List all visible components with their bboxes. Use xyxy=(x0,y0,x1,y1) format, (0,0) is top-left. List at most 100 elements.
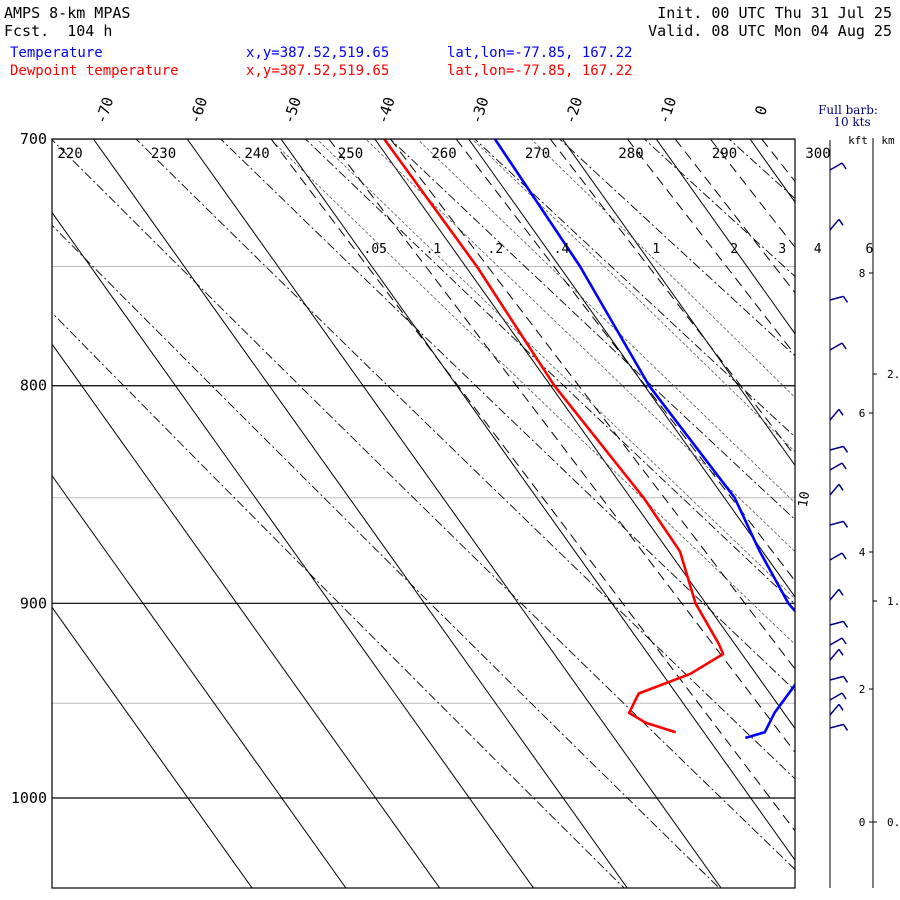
mixing-ratio-label: 2 xyxy=(730,242,738,257)
wind-barb-glyph xyxy=(829,692,847,701)
legend-temperature-latlon: lat,lon=-77.85, 167.22 xyxy=(447,45,633,61)
dry-adiabat-line xyxy=(474,139,795,438)
wind-barb-glyph xyxy=(829,648,844,661)
kft-tick-label: 0 xyxy=(859,816,866,829)
wind-barb-label: 10 xyxy=(796,490,813,508)
km-tick-label: 1. xyxy=(887,595,900,608)
moist-adiabat-line xyxy=(471,139,795,453)
mixing-ratio-label: .2 xyxy=(488,242,504,257)
isotherm-line xyxy=(186,139,722,888)
dry-adiabat-line xyxy=(389,139,795,521)
isotherm-line xyxy=(52,606,253,888)
isotherm-line xyxy=(749,139,795,203)
temperature-tick-label: -60 xyxy=(186,95,211,126)
isotherm-line xyxy=(561,139,795,467)
wind-barb-glyph xyxy=(829,483,844,496)
wind-barb-glyph xyxy=(829,588,844,601)
temperature-tick-label: -70 xyxy=(92,95,117,126)
theta-label: 300 xyxy=(805,146,830,162)
dewpoint-profile xyxy=(383,139,725,734)
kft-tick-label: 8 xyxy=(859,267,866,280)
wind-barb-glyph xyxy=(829,162,847,171)
km-axis-title: km xyxy=(881,134,895,147)
theta-label: 270 xyxy=(525,146,550,162)
theta-label: 260 xyxy=(431,146,456,162)
legend-temperature-name: Temperature xyxy=(10,45,103,61)
isotherm-line xyxy=(655,139,795,335)
mixing-ratio-label: .4 xyxy=(554,242,570,257)
moist-adiabat-line xyxy=(269,139,795,645)
pressure-tick-label: 700 xyxy=(20,130,47,148)
kft-tick-label: 2 xyxy=(859,683,866,696)
plot-frame xyxy=(51,138,796,889)
theta-label: 230 xyxy=(151,146,176,162)
moist-adiabat-line xyxy=(530,139,795,398)
theta-label: 280 xyxy=(618,146,643,162)
mixing-ratio-line xyxy=(389,139,795,670)
dry-adiabat-line xyxy=(52,224,720,888)
dry-adiabat-line xyxy=(304,139,795,605)
mixing-ratio-label: 6 xyxy=(866,242,874,257)
temperature-tick-label: -20 xyxy=(561,95,586,126)
km-tick-label: 0. xyxy=(887,816,900,829)
barb-note-line2: 10 kts xyxy=(833,115,870,129)
moist-adiabat-line xyxy=(316,139,795,600)
temperature-tick-label: 0 xyxy=(751,103,771,117)
temperature-tick-label: -50 xyxy=(279,95,304,126)
isotherm-line xyxy=(52,211,534,888)
legend-dewpoint-latlon: lat,lon=-77.85, 167.22 xyxy=(447,63,633,79)
mixing-ratio-label: 3 xyxy=(778,242,786,257)
isotherm-line xyxy=(468,139,795,598)
barb-note-line1: Full barb: xyxy=(818,103,878,117)
wind-barb-glyph xyxy=(829,445,849,453)
wind-barbs xyxy=(829,162,849,731)
mixing-ratio-label: 4 xyxy=(814,242,822,257)
mixing-ratio-line xyxy=(549,139,795,457)
isotherm-line xyxy=(374,139,795,730)
wind-barb-glyph xyxy=(829,218,844,231)
wind-barb-glyph xyxy=(829,637,847,646)
wind-barb-glyph xyxy=(829,552,847,561)
temperature-tick-label: -40 xyxy=(373,95,398,126)
dry-adiabat-line xyxy=(52,139,795,871)
mixing-ratio-label: .1 xyxy=(426,242,442,257)
plot-area xyxy=(52,139,795,888)
wind-barb-glyph xyxy=(829,408,844,421)
model-title: AMPS 8-km MPAS xyxy=(4,4,131,22)
dry-adiabat-line xyxy=(220,139,795,692)
valid-time: Valid. 08 UTC Mon 04 Aug 25 xyxy=(648,22,892,40)
mixing-ratio-line xyxy=(455,139,795,582)
theta-label: 290 xyxy=(712,146,737,162)
dry-adiabat-line xyxy=(643,139,795,277)
wind-barb-glyph xyxy=(829,520,849,528)
mixing-ratio-label: 1 xyxy=(652,242,660,257)
pressure-tick-label: 1000 xyxy=(11,789,47,807)
mixing-ratio-label: .05 xyxy=(364,242,387,257)
legend-dewpoint-xy: x,y=387.52,519.65 xyxy=(246,63,390,79)
kft-axis-title: kft xyxy=(848,134,868,147)
pressure-tick-label: 900 xyxy=(20,594,47,612)
wind-barb-glyph xyxy=(829,723,849,731)
legend-dewpoint-name: Dewpoint temperature xyxy=(10,63,179,79)
mixing-ratio-line xyxy=(328,139,795,754)
isotherm-line xyxy=(92,139,628,888)
dry-adiabat-line xyxy=(558,139,795,357)
wind-barb-glyph xyxy=(829,342,847,351)
theta-label: 240 xyxy=(244,146,269,162)
init-time: Init. 00 UTC Thu 31 Jul 25 xyxy=(657,4,892,22)
pressure-tick-label: 800 xyxy=(20,377,47,395)
isotherm-line xyxy=(52,343,441,888)
legend-temperature-xy: x,y=387.52,519.65 xyxy=(246,45,390,61)
moist-adiabat-line xyxy=(365,139,795,553)
isotherm-line xyxy=(52,474,347,888)
theta-label: 220 xyxy=(57,146,82,162)
wind-barb-glyph xyxy=(829,295,849,303)
kft-tick-label: 4 xyxy=(859,546,866,559)
moist-adiabat-line xyxy=(416,139,795,504)
dry-adiabat-line xyxy=(135,139,795,780)
temperature-profile xyxy=(493,139,795,740)
mixing-ratio-line xyxy=(270,139,795,832)
isotherm-line xyxy=(280,139,795,861)
forecast-hour: Fcst. 104 h xyxy=(4,22,113,40)
